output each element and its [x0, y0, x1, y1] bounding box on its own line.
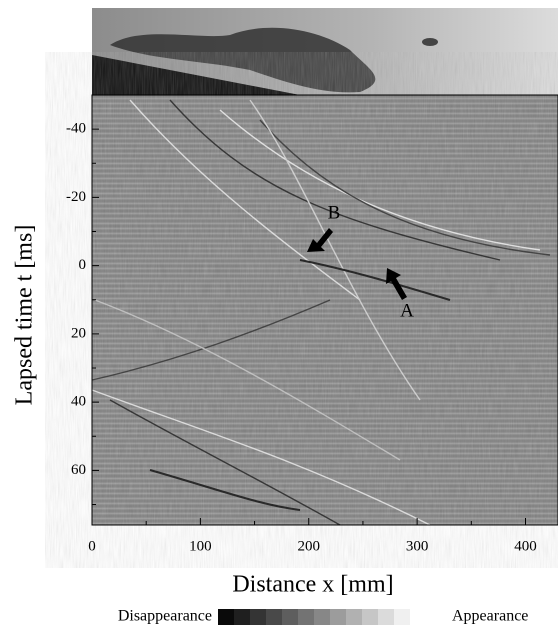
y-tick-label: 40 — [71, 394, 86, 410]
y-tick-label: 20 — [71, 325, 86, 341]
colorbar-swatch — [314, 609, 330, 625]
x-axis-label: Distance x [mm] — [232, 572, 393, 598]
colorbar-swatch — [362, 609, 378, 625]
y-tick-label: -20 — [66, 189, 86, 205]
arrow-a — [386, 268, 407, 300]
colorbar-swatch — [394, 609, 410, 625]
colorbar-swatch — [266, 609, 282, 625]
y-tick-label: 0 — [79, 257, 87, 273]
y-tick-label: -40 — [66, 121, 86, 137]
colorbar-swatch — [218, 609, 234, 625]
colorbar-swatch — [330, 609, 346, 625]
colorbar-swatch — [282, 609, 298, 625]
x-tick-label: 400 — [514, 538, 537, 554]
colorbar-swatch — [298, 609, 314, 625]
colorbar-swatch — [378, 609, 394, 625]
x-tick-label: 100 — [189, 538, 212, 554]
x-tick-label: 0 — [88, 538, 96, 554]
x-tick-label: 200 — [297, 538, 320, 554]
arrow-b — [307, 228, 333, 252]
colorbar-high-label: Appearance — [452, 608, 528, 625]
y-tick-label: 60 — [71, 462, 86, 478]
annotation-a: A — [400, 300, 414, 321]
colorbar — [218, 609, 410, 625]
spatiotemporal-image — [91, 94, 558, 526]
colorbar-swatch — [250, 609, 266, 625]
colorbar-low-label: Disappearance — [118, 608, 212, 625]
y-axis-label: Lapsed time t [ms] — [12, 225, 38, 406]
photo-strip — [92, 8, 558, 95]
colorbar-swatch — [346, 609, 362, 625]
colorbar-swatch — [234, 609, 250, 625]
annotation-b: B — [328, 202, 341, 223]
x-tick-label: 300 — [406, 538, 429, 554]
